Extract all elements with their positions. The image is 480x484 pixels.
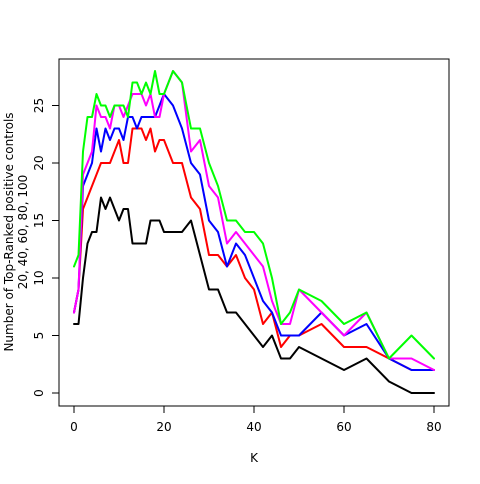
- x-tick-label: 20: [156, 420, 171, 434]
- y-tick-label: 20: [32, 155, 46, 170]
- y-axis: 0 5 10 15 20 25: [32, 98, 60, 397]
- x-tick-label: 60: [336, 420, 351, 434]
- x-tick-label: 40: [246, 420, 261, 434]
- series-layer: [73, 70, 435, 394]
- x-axis-label: K: [250, 451, 259, 465]
- y-axis-label-line2: 20, 40, 60, 80, 100: [16, 175, 30, 290]
- series-line-2: [73, 127, 435, 371]
- x-axis: 0 20 40 60 80: [70, 405, 442, 434]
- series-line-1: [73, 196, 435, 394]
- y-tick-label: 10: [32, 270, 46, 285]
- series-line-3: [73, 93, 435, 371]
- y-tick-label: 5: [32, 332, 46, 340]
- y-axis-label-line1: Number of Top-Ranked positive controls: [2, 112, 16, 351]
- x-tick-label: 0: [70, 420, 78, 434]
- y-tick-label: 15: [32, 213, 46, 228]
- series-line-5: [73, 70, 435, 360]
- y-tick-label: 0: [32, 389, 46, 397]
- x-tick-label: 80: [426, 420, 441, 434]
- y-tick-label: 25: [32, 98, 46, 113]
